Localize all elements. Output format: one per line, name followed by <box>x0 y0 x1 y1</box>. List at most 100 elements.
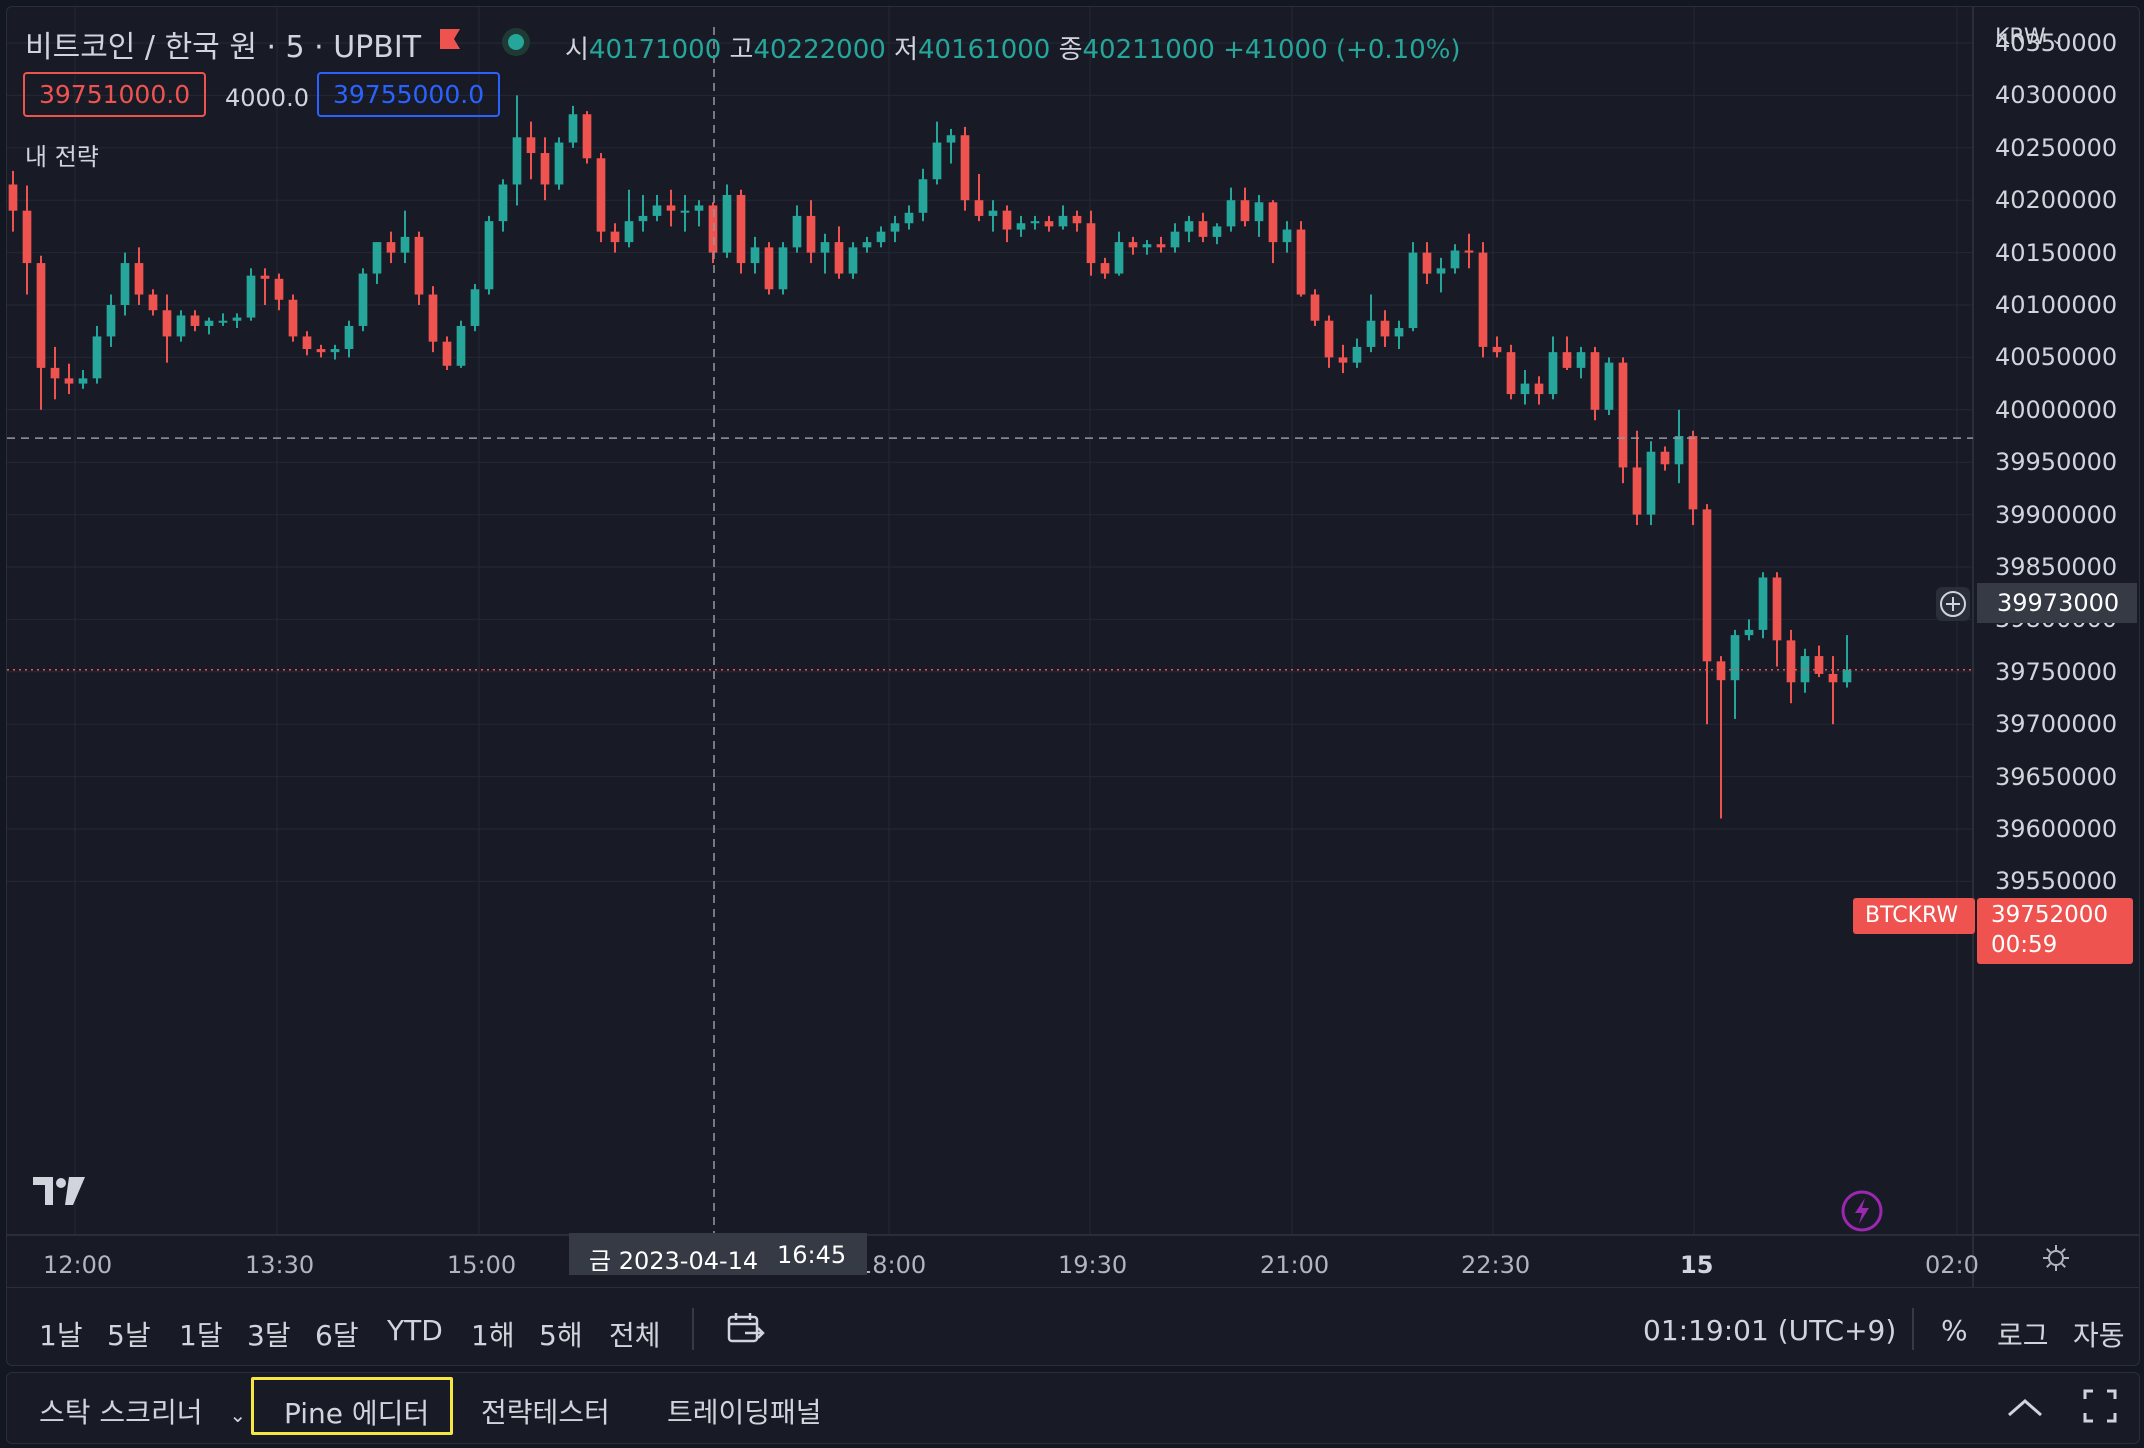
clock-display[interactable]: 01:19:01 (UTC+9) <box>1643 1314 1897 1347</box>
last-symbol-label: BTCKRW <box>1865 903 1959 928</box>
time-axis-label: 12:00 <box>43 1251 113 1279</box>
candle-body <box>1618 362 1628 468</box>
time-axis-label: 02:0 <box>1925 1251 1979 1279</box>
last-price-label: 39752000 <box>1991 902 2109 928</box>
range-separator <box>692 1308 694 1350</box>
chevron-down-icon[interactable]: ⌄ <box>229 1403 247 1427</box>
crosshair-date: 금 2023-04-14 <box>589 1247 759 1275</box>
date-range-icon[interactable] <box>725 1311 765 1351</box>
candle-body <box>134 263 144 295</box>
range-button[interactable]: 1달 <box>179 1319 223 1352</box>
candle <box>988 200 998 232</box>
close-value: 40211000 <box>1082 35 1215 65</box>
tab-strategy-tester[interactable]: 전략테스터 <box>481 1396 610 1429</box>
candle <box>134 247 144 305</box>
tab-stock-screener[interactable]: 스탁 스크리너 ⌄ <box>39 1391 246 1431</box>
tradingview-logo[interactable] <box>31 1173 95 1213</box>
candle-body <box>148 294 158 311</box>
candle <box>1576 346 1586 379</box>
range-button[interactable]: 전체 <box>609 1319 661 1352</box>
sell-price-button[interactable]: 39751000.0 <box>23 72 207 117</box>
candle <box>1464 233 1474 269</box>
candle-body <box>638 215 648 222</box>
auto-toggle[interactable]: 자동 <box>2073 1319 2125 1352</box>
candle-body <box>288 299 298 337</box>
crosshair <box>7 27 1973 1235</box>
add-alert-icon[interactable] <box>1935 586 1971 626</box>
buy-price-button[interactable]: 39755000.0 <box>317 72 501 117</box>
symbol-title[interactable]: 비트코인 / 한국 원 · 5 · UPBIT <box>25 30 422 65</box>
candle-body <box>946 135 956 143</box>
candle-body <box>1212 226 1222 237</box>
candle <box>1142 240 1152 255</box>
range-button[interactable]: 1날 <box>39 1319 83 1352</box>
candle-body <box>1758 577 1768 630</box>
price-chart[interactable] <box>7 7 2139 1365</box>
candle-body <box>456 325 466 366</box>
candle-body <box>190 315 200 326</box>
candle-body <box>568 114 578 143</box>
candle-body <box>498 184 508 222</box>
quantity-value[interactable]: 4000.0 <box>225 84 309 112</box>
candle <box>302 331 312 356</box>
log-toggle[interactable]: 로그 <box>1997 1319 2049 1352</box>
candle-body <box>1366 320 1376 347</box>
candle-body <box>890 223 900 232</box>
settings-gear-icon[interactable] <box>2041 1243 2071 1277</box>
percent-toggle[interactable]: % <box>1941 1314 1968 1347</box>
candle <box>736 189 746 274</box>
candle <box>1408 242 1418 332</box>
candle-body <box>1520 383 1530 395</box>
candle-body <box>1492 346 1502 353</box>
flag-icon[interactable] <box>437 27 463 57</box>
chart-panel[interactable]: 비트코인 / 한국 원 · 5 · UPBIT 시40171000 고40222… <box>6 6 2140 1366</box>
candle-body <box>1072 215 1082 224</box>
candle <box>638 194 648 232</box>
range-button[interactable]: 1해 <box>471 1319 515 1352</box>
tab-pine-editor[interactable]: Pine 에디터 <box>251 1377 453 1435</box>
candle-body <box>652 205 662 216</box>
range-button[interactable]: 6달 <box>315 1319 359 1352</box>
tab-stock-screener-label: 스탁 스크리너 <box>39 1396 203 1429</box>
candle <box>1352 338 1362 368</box>
candle <box>666 189 676 227</box>
candle <box>442 336 452 370</box>
maximize-icon[interactable] <box>2081 1387 2119 1429</box>
time-axis-label: 15:00 <box>447 1251 517 1279</box>
candle <box>288 294 298 342</box>
candle <box>1534 376 1544 405</box>
candle <box>1184 215 1194 243</box>
lightning-icon[interactable] <box>1841 1190 1883 1236</box>
candle-body <box>1674 436 1684 465</box>
candle-body <box>876 231 886 243</box>
candle <box>1002 205 1012 243</box>
candle <box>358 268 368 332</box>
candle-body <box>162 310 172 337</box>
candle <box>554 137 564 190</box>
candle <box>232 313 242 329</box>
candle <box>498 179 508 232</box>
currency-selector[interactable]: KRW ⌄ <box>1995 25 2064 50</box>
range-button[interactable]: 3달 <box>247 1319 291 1352</box>
candle <box>834 226 844 279</box>
range-button[interactable]: 5해 <box>539 1319 583 1352</box>
candle-body <box>694 205 704 211</box>
chevron-up-icon[interactable] <box>2005 1389 2045 1429</box>
candle <box>1674 409 1684 484</box>
candle-body <box>960 135 970 201</box>
candle <box>540 137 550 201</box>
range-button[interactable]: 5날 <box>107 1319 151 1352</box>
market-status-icon[interactable] <box>501 27 531 61</box>
tab-trading-panel[interactable]: 트레이딩패널 <box>667 1396 822 1429</box>
range-button[interactable]: YTD <box>387 1314 443 1347</box>
low-value: 40161000 <box>917 35 1051 65</box>
candle <box>568 105 578 148</box>
candle-body <box>1128 242 1138 248</box>
candle <box>918 168 928 222</box>
candle-body <box>1506 352 1516 395</box>
candle <box>162 294 172 363</box>
candle-body <box>22 210 32 264</box>
strategy-label[interactable]: 내 전략 <box>25 143 99 171</box>
candle-body <box>1534 383 1544 395</box>
candle-body <box>596 158 606 232</box>
